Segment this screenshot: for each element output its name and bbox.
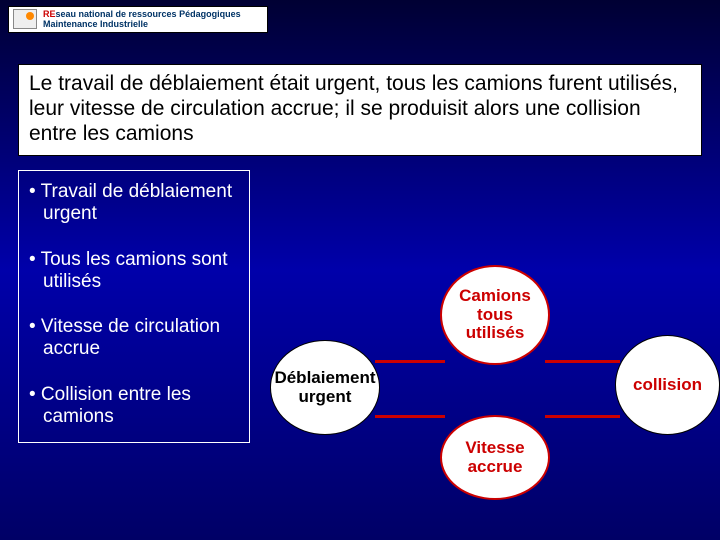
- main-text: Le travail de déblaiement était urgent, …: [29, 71, 691, 147]
- header-re: RE: [43, 9, 56, 19]
- diagram-node-collision: collision: [615, 335, 720, 435]
- bullet-item: • Collision entre les camions: [29, 384, 239, 428]
- diagram-node-label: Déblaiement urgent: [274, 369, 375, 406]
- diagram-node-deblaiement: Déblaiement urgent: [270, 340, 380, 435]
- header-rest: seau national de ressources Pédagogiques…: [43, 9, 241, 29]
- diagram-edge: [545, 360, 620, 363]
- diagram-edge: [375, 360, 445, 363]
- diagram-area: Déblaiement urgent Camions tous utilisés V…: [260, 240, 720, 530]
- bullet-item: • Tous les camions sont utilisés: [29, 249, 239, 293]
- diagram-node-label: Camions tous utilisés: [446, 287, 544, 343]
- bullet-box: • Travail de déblaiement urgent • Tous l…: [18, 170, 250, 443]
- diagram-node-label: Vitesse accrue: [446, 439, 544, 476]
- diagram-edge: [375, 415, 445, 418]
- bullet-item: • Travail de déblaiement urgent: [29, 181, 239, 225]
- header-box: REseau national de ressources Pédagogiqu…: [8, 6, 268, 33]
- diagram-node-camions: Camions tous utilisés: [440, 265, 550, 365]
- main-text-box: Le travail de déblaiement était urgent, …: [18, 64, 702, 156]
- bullet-item: • Vitesse de circulation accrue: [29, 316, 239, 360]
- diagram-node-label: collision: [633, 376, 702, 395]
- logo-icon: [13, 9, 37, 29]
- header-caption: REseau national de ressources Pédagogiqu…: [43, 9, 263, 30]
- diagram-node-vitesse: Vitesse accrue: [440, 415, 550, 500]
- diagram-edge: [545, 415, 620, 418]
